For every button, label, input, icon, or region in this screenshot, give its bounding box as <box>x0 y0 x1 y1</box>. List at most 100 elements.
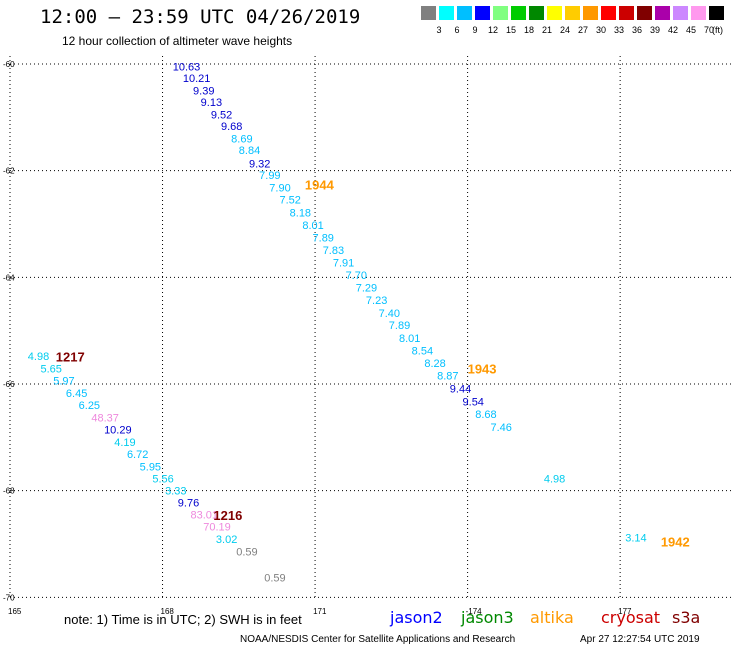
wave-height-label: 9.32 <box>249 158 270 170</box>
wave-height-label: 8.87 <box>437 371 458 383</box>
legend-swatch <box>655 6 670 20</box>
wave-height-label: 7.40 <box>379 308 400 320</box>
wave-height-label: 7.29 <box>356 283 377 295</box>
wave-height-label: 8.68 <box>475 409 496 421</box>
wave-height-label: 5.97 <box>53 376 74 388</box>
color-legend-unit: (ft) <box>712 25 723 35</box>
wave-height-label: 9.68 <box>221 121 242 133</box>
legend-tick-label: 27 <box>577 25 588 35</box>
wave-height-label: 7.99 <box>259 170 280 182</box>
legend-tick-label: 6 <box>454 25 460 35</box>
wave-height-label: 10.29 <box>104 425 132 437</box>
time-label: 1944 <box>305 177 335 192</box>
wave-height-label: 8.28 <box>424 358 445 370</box>
x-tick-label: 168 <box>161 607 175 616</box>
legend-swatch <box>709 6 724 20</box>
satellite-altika-label: altika <box>530 608 574 627</box>
legend-swatch <box>421 6 436 20</box>
wave-height-label: 48.37 <box>91 412 119 424</box>
legend-tick-label: 18 <box>523 25 534 35</box>
y-tick-label: -60 <box>3 60 15 69</box>
satellite-s3a-label: s3a <box>672 608 701 627</box>
wave-height-label: 9.39 <box>193 85 214 97</box>
wave-height-label: 8.84 <box>239 145 260 157</box>
chart-title: 12:00 – 23:59 UTC 04/26/2019 <box>40 6 361 28</box>
legend-swatch <box>565 6 580 20</box>
wave-height-label: 7.52 <box>279 195 300 207</box>
y-tick-label: -68 <box>3 487 15 496</box>
time-label: 1217 <box>56 350 85 365</box>
satellite-cryosat-label: cryosat <box>601 608 661 627</box>
legend-swatch <box>493 6 508 20</box>
wave-height-label: 8.18 <box>290 208 311 220</box>
legend-swatch <box>439 6 454 20</box>
x-tick-label: 165 <box>8 607 22 616</box>
legend-swatch <box>691 6 706 20</box>
legend-tick-label: 12 <box>487 25 498 35</box>
wave-height-label: 4.98 <box>544 474 565 486</box>
wave-height-label: 7.46 <box>490 422 511 434</box>
wave-height-label: 6.45 <box>66 388 87 400</box>
wave-height-label: 10.63 <box>173 61 201 73</box>
wave-height-label: 7.89 <box>389 320 410 332</box>
legend-tick-label: 45 <box>685 25 696 35</box>
wave-height-label: 8.69 <box>231 133 252 145</box>
time-label: 1216 <box>213 508 242 523</box>
legend-tick-label: 39 <box>649 25 660 35</box>
wave-height-label: 8.54 <box>412 346 433 358</box>
satellite-jason3-label: jason3 <box>461 608 514 627</box>
wave-height-label: 9.76 <box>178 498 199 510</box>
legend-tick-label: 3 <box>436 25 442 35</box>
wave-height-label: 5.56 <box>152 474 173 486</box>
footer-note: note: 1) Time is in UTC; 2) SWH is in fe… <box>64 612 302 627</box>
wave-height-label: 7.23 <box>366 295 387 307</box>
y-tick-label: -62 <box>3 167 15 176</box>
legend-tick-label: 33 <box>613 25 624 35</box>
time-label: 1942 <box>661 535 690 550</box>
time-label: 1943 <box>468 361 497 376</box>
wave-height-label: 5.95 <box>140 461 161 473</box>
legend-tick-label: 42 <box>667 25 678 35</box>
legend-swatch <box>457 6 472 20</box>
wave-height-label: 7.90 <box>269 182 290 194</box>
y-tick-label: -70 <box>3 593 15 602</box>
legend-tick-label: 9 <box>472 25 478 35</box>
satellite-jason2-label: jason2 <box>390 608 443 627</box>
wave-height-label: 7.89 <box>313 233 334 245</box>
legend-swatch <box>673 6 688 20</box>
wave-height-label: 4.19 <box>114 437 135 449</box>
generated-timestamp: Apr 27 12:27:54 UTC 2019 <box>580 634 700 645</box>
legend-tick-label: 30 <box>595 25 606 35</box>
wave-height-label: 10.21 <box>183 73 211 85</box>
legend-swatch <box>547 6 562 20</box>
chart-subtitle: 12 hour collection of altimeter wave hei… <box>62 34 293 48</box>
wave-height-label: 3.14 <box>625 532 646 544</box>
wave-height-label: 0.59 <box>236 547 257 559</box>
legend-tick-label: 15 <box>505 25 516 35</box>
x-tick-label: -174 <box>466 607 483 616</box>
legend-swatch <box>511 6 526 20</box>
wave-height-label: 70.19 <box>203 522 231 534</box>
wave-height-label: 9.13 <box>201 97 222 109</box>
y-tick-label: -64 <box>3 273 15 282</box>
wave-height-label: 6.25 <box>79 400 100 412</box>
wave-height-label: 4.98 <box>28 351 49 363</box>
wave-height-label: 9.52 <box>211 109 232 121</box>
x-tick-label: 171 <box>313 607 327 616</box>
legend-tick-label: 21 <box>541 25 552 35</box>
credit-line: NOAA/NESDIS Center for Satellite Applica… <box>240 634 516 645</box>
legend-swatch <box>637 6 652 20</box>
wave-height-label: 3.02 <box>216 534 237 546</box>
wave-height-label: 6.72 <box>127 449 148 461</box>
wave-height-label: 8.01 <box>399 333 420 345</box>
wave-height-label: 5.65 <box>41 363 62 375</box>
legend-swatch <box>619 6 634 20</box>
x-tick-label: 177 <box>618 607 632 616</box>
wave-height-label: 7.70 <box>346 270 367 282</box>
legend-swatch <box>529 6 544 20</box>
wave-height-label: 3.33 <box>165 485 186 497</box>
wave-height-label: 0.59 <box>264 572 285 584</box>
wave-height-label: 7.91 <box>333 258 354 270</box>
